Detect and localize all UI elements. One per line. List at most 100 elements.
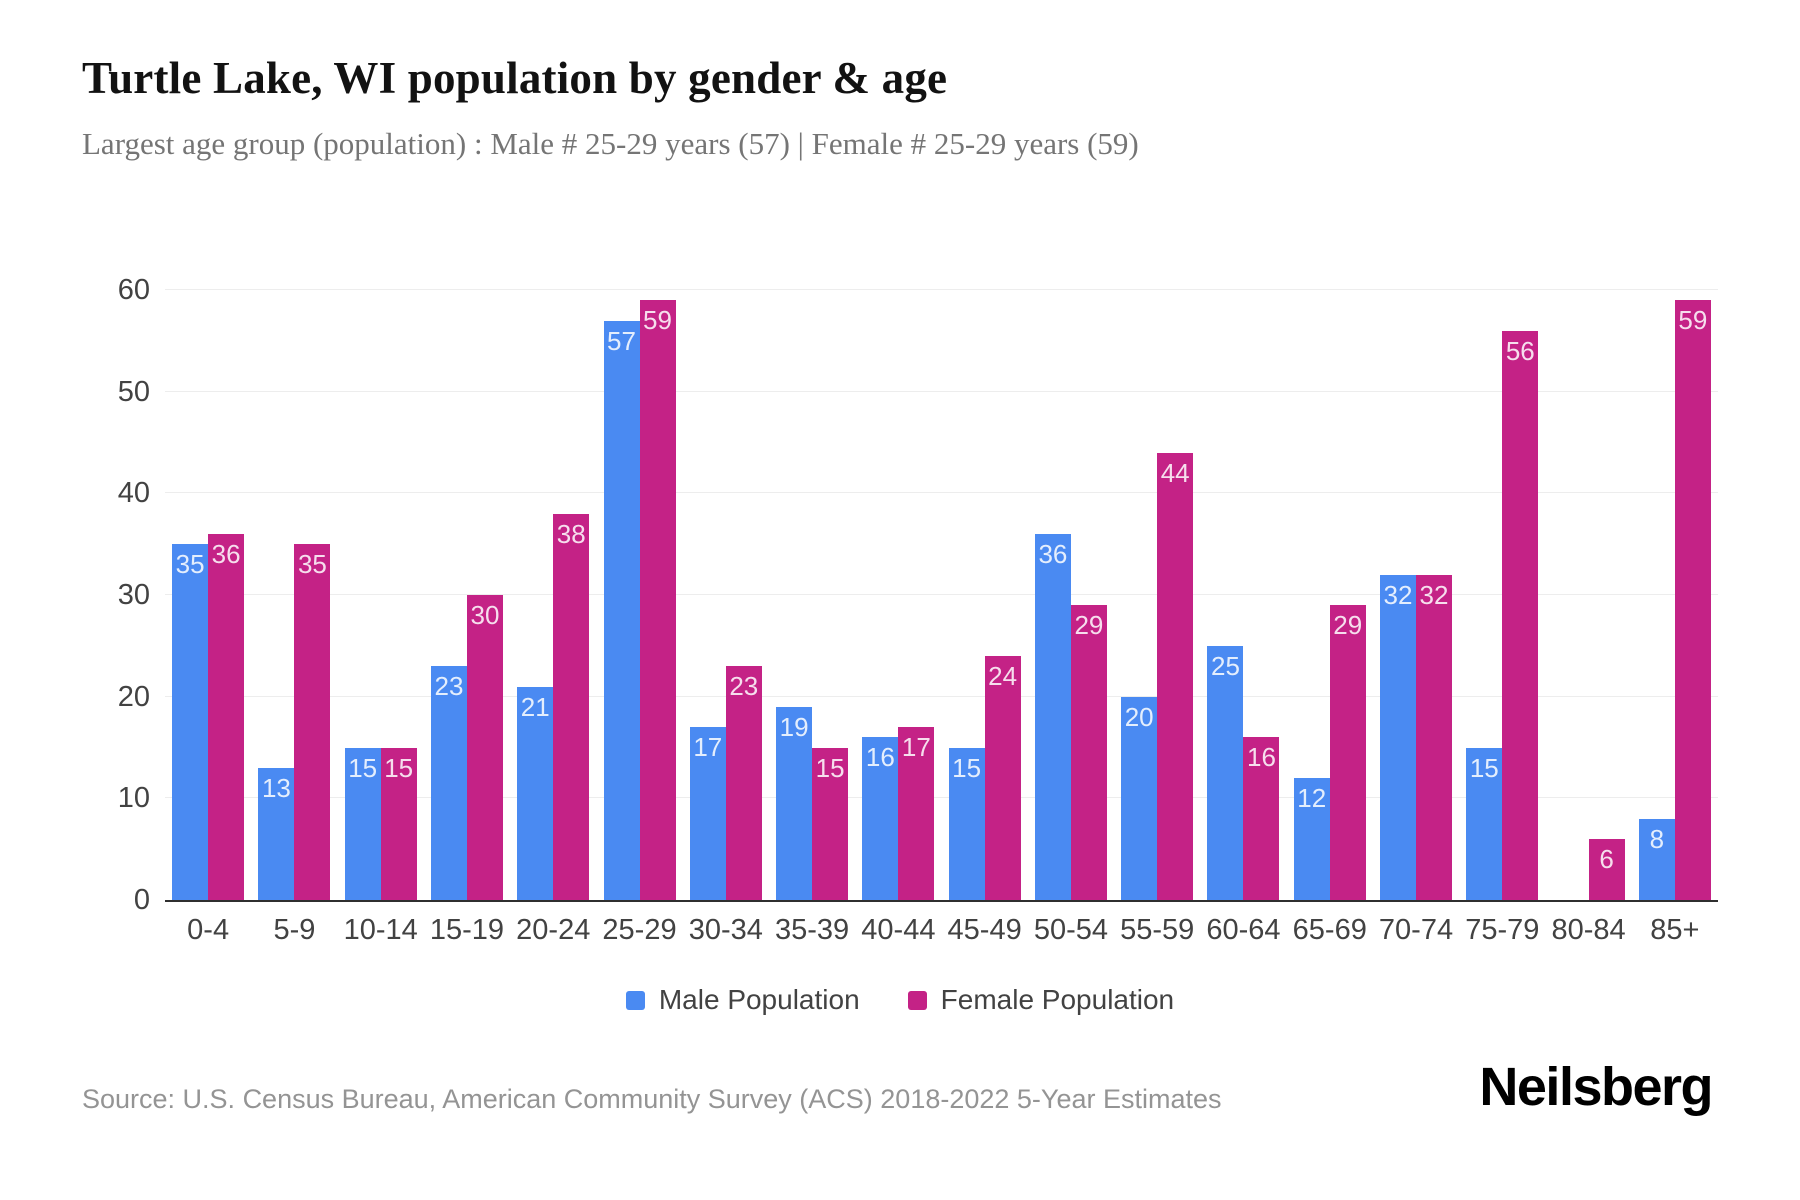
bar-value-label: 57 (607, 325, 636, 356)
bar-female-20-24: 38 (553, 513, 590, 900)
bar-female-80-84: 6 (1588, 839, 1625, 900)
bar-male-0-4: 35 (172, 544, 209, 900)
bar-male-25-29: 57 (603, 320, 640, 900)
bar-male-10-14: 15 (344, 747, 381, 900)
x-axis-category-label-65-69: 65-69 (1292, 914, 1367, 946)
x-axis-category-label-45-49: 45-49 (947, 914, 1022, 946)
bar-value-label: 21 (520, 691, 550, 722)
bar-value-label: 30 (470, 600, 500, 630)
bar-value-label: 23 (729, 671, 759, 702)
bar-value-label: 13 (261, 772, 291, 803)
gridline-20 (165, 695, 1718, 697)
x-axis: 0-4 5-9 10-14 15-19 20-24 25-29 30-34 35-39 40-4… (165, 914, 1718, 954)
x-axis-category-label-30-34: 30-34 (688, 914, 763, 946)
bar-female-10-14: 15 (380, 747, 417, 900)
gridline-10 (165, 797, 1718, 799)
x-axis-category-label-40-44: 40-44 (861, 914, 936, 946)
brand-logo: Neilsberg (1479, 1057, 1713, 1117)
bar-value-label: 38 (556, 518, 586, 549)
page-subtitle: Largest age group (population) : Male # … (82, 126, 1139, 161)
bar-female-50-54: 29 (1070, 605, 1107, 900)
bar-male-50-54: 36 (1034, 534, 1071, 900)
bar-value-label: 15 (1469, 752, 1499, 783)
legend-item-male[interactable]: Male Population (625, 984, 860, 1016)
bar-value-label: 29 (1074, 610, 1104, 641)
bar-male-70-74: 32 (1380, 574, 1417, 900)
x-axis-category-label-25-29: 25-29 (602, 914, 677, 946)
bar-male-60-64: 25 (1207, 645, 1244, 900)
bar-value-label: 12 (1297, 783, 1327, 813)
x-axis-category-label-60-64: 60-64 (1206, 914, 1281, 946)
bar-male-85+: 8 (1638, 818, 1675, 900)
bar-male-35-39: 19 (776, 706, 813, 900)
bar-female-60-64: 16 (1243, 737, 1280, 900)
y-axis-tick-label-40: 40 (117, 477, 150, 510)
x-axis-category-label-75-79: 75-79 (1465, 914, 1540, 946)
gridline-40 (165, 492, 1718, 494)
bar-male-20-24: 21 (517, 686, 554, 900)
bar-value-label: 20 (1124, 701, 1154, 732)
x-axis-category-label-85+: 85+ (1650, 914, 1700, 946)
x-axis-category-label-5-9: 5-9 (273, 914, 316, 946)
bar-male-40-44: 16 (862, 737, 899, 900)
source-attribution: Source: U.S. Census Bureau, American Com… (82, 1084, 1222, 1114)
x-axis-category-label-55-59: 55-59 (1120, 914, 1195, 946)
y-axis-tick-label-20: 20 (117, 680, 150, 713)
bar-female-5-9: 35 (294, 544, 331, 900)
bar-female-85+: 59 (1674, 300, 1711, 900)
bar-value-label: 17 (693, 732, 723, 763)
bar-female-25-29: 59 (639, 300, 676, 900)
bar-male-5-9: 13 (258, 767, 295, 900)
gridline-50 (165, 390, 1718, 392)
gridline-30 (165, 594, 1718, 595)
bar-value-label: 35 (297, 549, 327, 580)
bar-value-label: 32 (1419, 579, 1449, 610)
x-axis-category-label-10-14: 10-14 (343, 914, 418, 946)
bar-female-75-79: 56 (1502, 330, 1539, 900)
legend-label-male: Male Population (658, 984, 860, 1015)
bar-female-35-39: 15 (812, 747, 849, 900)
bar-value-label: 16 (865, 742, 895, 773)
bar-value-label: 15 (348, 752, 378, 783)
y-axis: 0 10 20 30 40 50 60 (40, 275, 150, 915)
bar-value-label: 36 (211, 539, 241, 569)
page-title: Turtle Lake, WI population by gender & a… (82, 53, 948, 103)
bar-value-label: 16 (1247, 742, 1276, 773)
x-axis-category-label-0-4: 0-4 (187, 914, 230, 946)
bar-value-label: 15 (952, 752, 982, 783)
bar-value-label: 6 (1599, 844, 1614, 874)
x-axis-category-label-80-84: 80-84 (1551, 914, 1626, 946)
bar-value-label: 15 (815, 752, 845, 783)
bar-male-30-34: 17 (689, 727, 726, 900)
bar-value-label: 29 (1333, 610, 1363, 641)
bar-female-0-4: 36 (208, 534, 245, 900)
female-series-swatch-icon (907, 990, 927, 1010)
bar-value-label: 15 (384, 752, 414, 783)
y-axis-tick-label-30: 30 (117, 579, 150, 611)
legend-item-female[interactable]: Female Population (907, 984, 1175, 1016)
x-axis-category-label-70-74: 70-74 (1378, 914, 1454, 946)
bar-female-40-44: 17 (898, 727, 935, 900)
bar-chart-plot-area: 35 36 13 35 15 15 23 30 21 38 57 59 17 23 19 15 16 17 15 24… (165, 289, 1718, 902)
bar-value-label: 19 (779, 711, 809, 742)
bar-value-label: 25 (1211, 650, 1240, 681)
y-axis-tick-label-50: 50 (117, 375, 150, 408)
bar-female-30-34: 23 (725, 666, 762, 900)
legend-label-female: Female Population (940, 984, 1175, 1015)
bar-value-label: 59 (643, 305, 672, 336)
bar-female-65-69: 29 (1329, 605, 1366, 900)
bar-female-55-59: 44 (1157, 452, 1194, 900)
bar-value-label: 32 (1383, 579, 1413, 610)
bar-male-15-19: 23 (430, 666, 467, 900)
bar-value-label: 24 (988, 661, 1018, 691)
x-axis-category-label-20-24: 20-24 (516, 914, 591, 946)
bar-value-label: 44 (1160, 457, 1190, 488)
bar-male-45-49: 15 (948, 747, 985, 900)
bar-value-label: 56 (1505, 335, 1535, 366)
bar-value-label: 36 (1038, 539, 1068, 569)
bar-value-label: 59 (1678, 305, 1708, 336)
bar-female-70-74: 32 (1416, 574, 1453, 900)
male-series-swatch-icon (625, 990, 645, 1010)
gridline-60 (165, 289, 1718, 290)
